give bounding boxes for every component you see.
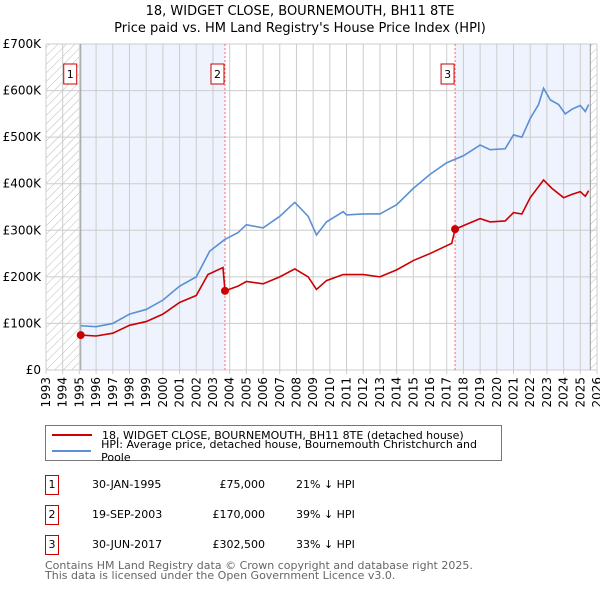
- x-tick-label: 2001: [173, 377, 187, 408]
- chart-subtitle: Price paid vs. HM Land Registry's House …: [114, 21, 486, 36]
- y-tick-label: £200K: [3, 270, 43, 284]
- footer-line: This data is licensed under the Open Gov…: [45, 569, 396, 582]
- shaded-band: [455, 44, 591, 370]
- x-tick-label: 2007: [273, 377, 287, 408]
- sale-number-label: 1: [67, 68, 74, 81]
- hatched-region-before: [46, 44, 81, 370]
- sale-badge: 3: [45, 535, 59, 555]
- x-tick-label: 2012: [356, 377, 370, 408]
- x-tick-label: 2014: [390, 377, 404, 408]
- x-tick-label: 2025: [573, 377, 587, 408]
- legend-label: HPI: Average price, detached house, Bour…: [101, 438, 478, 464]
- y-tick-label: £400K: [3, 177, 43, 191]
- sale-date: 30-JUN-2017: [92, 538, 163, 551]
- sale-price: £75,000: [219, 478, 266, 491]
- x-tick-label: 2017: [440, 377, 454, 408]
- x-tick-label: 1994: [56, 377, 70, 408]
- hatched-region-after: [590, 44, 597, 370]
- legend-swatch-blue: [52, 450, 92, 452]
- legend-item-hpi: HPI: Average price, detached house, Bour…: [46, 438, 501, 464]
- y-tick-label: £100K: [3, 316, 43, 330]
- x-tick-label: 1999: [139, 377, 153, 408]
- x-tick-label: 2009: [306, 377, 320, 408]
- x-tick-label: 2005: [239, 377, 253, 408]
- sale-hpi-diff: 39% ↓ HPI: [296, 508, 355, 521]
- x-tick-label: 1995: [72, 377, 86, 408]
- sale-badge: 2: [45, 505, 59, 525]
- x-tick-label: 1998: [122, 377, 136, 408]
- x-tick-label: 2011: [340, 377, 354, 408]
- x-tick-label: 1996: [89, 377, 103, 408]
- shaded-band: [80, 44, 225, 370]
- chart-title: 18, WIDGET CLOSE, BOURNEMOUTH, BH11 8TE: [145, 4, 455, 19]
- hpi-line: [80, 86, 590, 328]
- sale-number-label: 3: [444, 68, 451, 81]
- sale-hpi-diff: 33% ↓ HPI: [296, 538, 355, 551]
- y-tick-label: £500K: [3, 130, 43, 144]
- sale-number-label: 2: [214, 68, 221, 81]
- sale-point: [451, 225, 460, 234]
- x-tick-label: 2015: [406, 377, 420, 408]
- x-tick-label: 2013: [373, 377, 387, 408]
- x-tick-label: 2026: [590, 377, 600, 408]
- footer: Contains HM Land Registry data © Crown c…: [45, 559, 473, 582]
- footer-line: Contains HM Land Registry data © Crown c…: [45, 559, 473, 572]
- y-tick-label: £600K: [3, 84, 43, 98]
- sale-date: 19-SEP-2003: [92, 508, 163, 521]
- x-tick-label: 2000: [156, 377, 170, 408]
- sale-price: £302,500: [212, 538, 266, 551]
- legend: 18, WIDGET CLOSE, BOURNEMOUTH, BH11 8TE …: [45, 425, 502, 464]
- x-tick-label: 1993: [39, 377, 53, 408]
- sale-badge: 1: [45, 475, 59, 495]
- x-tick-label: 2004: [223, 377, 237, 408]
- y-tick-label: £300K: [3, 223, 43, 237]
- x-tick-label: 2006: [256, 377, 270, 408]
- price-paid-line: [80, 178, 590, 337]
- x-tick-label: 2008: [289, 377, 303, 408]
- sale-point: [76, 331, 85, 340]
- x-tick-label: 2022: [523, 377, 537, 408]
- sale-point: [220, 286, 229, 295]
- x-tick-label: 1997: [106, 377, 120, 408]
- x-tick-label: 2010: [323, 377, 337, 408]
- x-tick-label: 2016: [423, 377, 437, 408]
- x-tick-label: 2018: [456, 377, 470, 408]
- x-tick-label: 2023: [540, 377, 554, 408]
- price-chart: 1993 1994 1995 1996 1997 1998 1999 2000 2001 2002…: [3, 37, 600, 408]
- x-tick-label: 2002: [189, 377, 203, 408]
- sale-number-box: [210, 63, 225, 85]
- sale-hpi-diff: 21% ↓ HPI: [296, 478, 355, 491]
- legend-swatch-red: [52, 434, 92, 436]
- x-tick-label: 2019: [473, 377, 487, 408]
- x-tick-label: 2020: [490, 377, 504, 408]
- sale-number-box: [63, 63, 78, 85]
- x-tick-label: 2003: [206, 377, 220, 408]
- x-tick-label: 2024: [557, 377, 571, 408]
- sale-date: 30-JAN-1995: [92, 478, 162, 491]
- sale-number-box: [440, 63, 455, 85]
- legend-item-property: 18, WIDGET CLOSE, BOURNEMOUTH, BH11 8TE …: [46, 427, 464, 443]
- sale-price: £170,000: [212, 508, 266, 521]
- legend-label: 18, WIDGET CLOSE, BOURNEMOUTH, BH11 8TE …: [102, 428, 464, 442]
- x-tick-label: 2021: [507, 377, 521, 408]
- y-tick-label: £0: [26, 363, 41, 377]
- y-tick-label: £700K: [3, 37, 43, 51]
